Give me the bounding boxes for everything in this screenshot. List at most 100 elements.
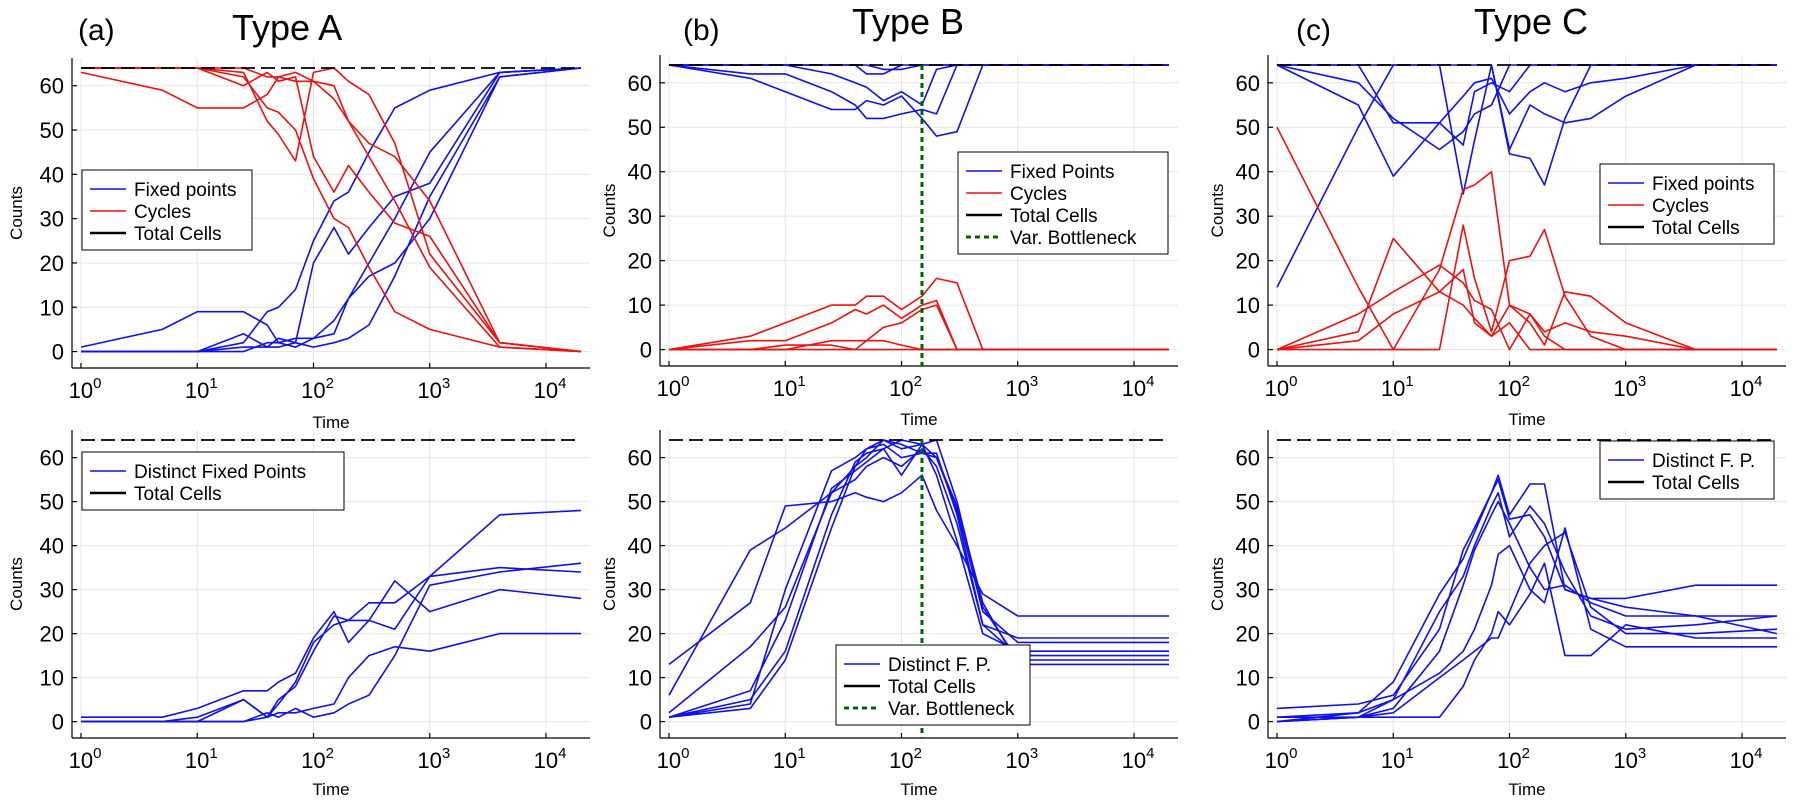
series-line-fixed-2: [81, 67, 582, 353]
x-axis-label: Time: [1508, 410, 1545, 429]
y-tick-label: 10: [1236, 293, 1260, 318]
y-tick-label: 0: [52, 340, 64, 365]
y-tick-label: 0: [640, 710, 652, 735]
y-tick-label: 0: [640, 338, 652, 363]
legend-label: Var. Bottleneck: [1010, 228, 1137, 249]
subplot-c-top: 0 10 20 30 40 50 60 100 101 102 103 104 Time Counts Fi…: [1208, 55, 1786, 429]
series-line-fixed-4: [1277, 64, 1777, 124]
x-tick-label: 103: [1613, 745, 1646, 773]
x-tick-label: 101: [185, 745, 218, 773]
series-line-fixed-2: [669, 64, 1169, 106]
y-tick-label: 10: [40, 295, 64, 320]
y-tick-label: 50: [628, 490, 652, 515]
legend-box: [81, 169, 253, 251]
y-tick-label: 20: [1236, 622, 1260, 647]
series-line-fixed-3: [1276, 527, 1777, 723]
series-line-cycles-5: [668, 277, 1169, 351]
y-tick-label: 40: [1236, 160, 1260, 185]
series-line-cycles-8: [1276, 291, 1777, 351]
series-line-fixed-4: [668, 443, 1169, 718]
legend-label: Cycles: [1010, 184, 1067, 205]
legend-label: Cycles: [134, 202, 191, 223]
series-line-fixed-4: [81, 67, 582, 353]
x-tick-label: 100: [69, 375, 102, 403]
subplot-c-bottom: 0 10 20 30 40 50 60 100 101 102 103 104 Time Counts Di…: [1208, 430, 1786, 799]
series-line-fixed-0: [668, 64, 1169, 137]
y-tick-label: 0: [52, 710, 64, 735]
y-tick-label: 40: [628, 160, 652, 185]
x-axis-label: Time: [900, 780, 937, 797]
panel-label-b: (b): [683, 14, 720, 47]
x-tick-label: 101: [773, 745, 806, 773]
panel-label-a: (a): [78, 14, 115, 47]
series-line-cycles-6: [668, 299, 1169, 351]
legend-label: Var. Bottleneck: [888, 699, 1015, 720]
x-tick-label: 100: [1265, 745, 1298, 773]
y-tick-label: 30: [40, 207, 64, 232]
x-tick-label: 101: [773, 373, 806, 401]
legend-label: Total Cells: [134, 484, 222, 505]
y-tick-label: 40: [628, 534, 652, 559]
y-tick-label: 40: [1236, 534, 1260, 559]
x-tick-label: 101: [185, 375, 218, 403]
x-axis-label: Time: [1508, 780, 1545, 797]
x-tick-label: 104: [1122, 745, 1155, 773]
legend-label: Distinct F. P.: [1652, 451, 1755, 472]
subplot-b-bottom: 0 10 20 30 40 50 60 100 101 102 103 104 Time Counts Di…: [600, 430, 1178, 799]
y-tick-label: 60: [628, 446, 652, 471]
x-tick-label: 104: [534, 745, 567, 773]
series-group: [80, 67, 582, 353]
x-tick-label: 103: [1613, 373, 1646, 401]
legend-label: Total Cells: [888, 677, 976, 698]
series-line-fixed-3: [81, 67, 582, 353]
y-tick-label: 30: [628, 578, 652, 603]
x-tick-label: 102: [301, 745, 334, 773]
series-line-cycles-9: [669, 344, 1169, 351]
legend-label: Total Cells: [1010, 206, 1098, 227]
y-tick-label: 60: [40, 74, 64, 99]
series-line-cycles-6: [81, 67, 582, 353]
y-axis-label: Counts: [1208, 557, 1227, 611]
y-tick-label: 60: [40, 446, 64, 471]
series-line-fixed-0: [81, 509, 582, 718]
x-tick-label: 101: [1381, 373, 1414, 401]
y-tick-label: 60: [1236, 446, 1260, 471]
series-group: [668, 64, 1169, 351]
y-tick-label: 30: [628, 204, 652, 229]
x-tick-label: 104: [534, 375, 567, 403]
x-tick-label: 102: [1497, 373, 1530, 401]
series-line-fixed-2: [1276, 64, 1777, 151]
x-tick-label: 103: [1005, 373, 1038, 401]
series-line-fixed-1: [81, 566, 582, 723]
subplot-a-top: 0 10 20 30 40 50 60 100 101 102 103 104 Time Counts Fi…: [7, 58, 590, 432]
y-tick-label: 50: [40, 118, 64, 143]
series-line-cycles-7: [1276, 264, 1777, 351]
legend-box: [1599, 163, 1775, 245]
y-tick-label: 0: [1248, 338, 1260, 363]
y-axis-label: Counts: [600, 557, 619, 611]
x-tick-label: 100: [657, 745, 690, 773]
x-tick-label: 102: [301, 375, 334, 403]
x-tick-label: 103: [417, 745, 450, 773]
series-line-cycles-6: [1276, 237, 1777, 351]
y-tick-label: 0: [1248, 710, 1260, 735]
y-tick-label: 50: [1236, 115, 1260, 140]
y-tick-label: 50: [1236, 490, 1260, 515]
x-tick-label: 100: [657, 373, 690, 401]
legend-label: Cycles: [1652, 196, 1709, 217]
legend-label: Fixed Points: [1010, 162, 1115, 183]
y-tick-label: 10: [628, 666, 652, 691]
series-group: [1276, 64, 1777, 351]
legend-label: Fixed points: [1652, 174, 1754, 195]
y-tick-label: 20: [40, 251, 64, 276]
legend-label: Fixed points: [134, 180, 236, 201]
series-line-fixed-1: [1276, 492, 1778, 718]
series-line-fixed-0: [1276, 474, 1777, 710]
series-group: [1276, 474, 1778, 723]
legend-label: Total Cells: [1652, 473, 1740, 494]
